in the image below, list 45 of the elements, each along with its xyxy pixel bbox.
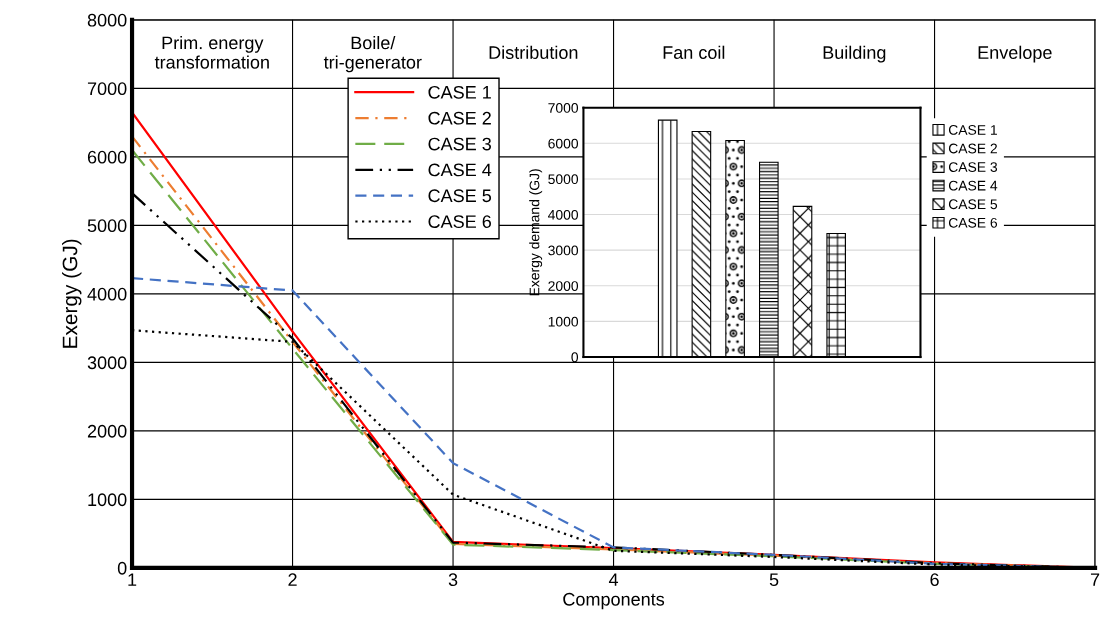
legend-label: CASE 3 — [428, 137, 491, 151]
y-tick-label: 6000 — [548, 138, 579, 149]
y-tick-label: 0 — [117, 561, 127, 575]
x-tick-label: 4 — [608, 573, 619, 586]
annotation: Distribution — [489, 45, 578, 59]
y-axis-title: Exergy (GJ) — [62, 239, 82, 348]
y-tick-label: 7000 — [87, 82, 127, 96]
y-tick-label: 5000 — [548, 174, 579, 185]
x-tick-label: 5 — [769, 573, 779, 587]
legend-label: CASE 5 — [948, 199, 998, 210]
x-axis-title: Components — [563, 592, 665, 610]
annotation: Fan coil — [663, 45, 725, 59]
y-tick-label: 2000 — [548, 281, 579, 291]
y-tick-label: 8000 — [87, 13, 127, 27]
x-tick-label: 2 — [288, 573, 297, 586]
annotation: Prim. energy transformation — [154, 35, 269, 69]
y-tick-label: 3000 — [548, 245, 579, 256]
x-tick-label: 6 — [930, 573, 939, 587]
y-tick-label: 0 — [571, 352, 579, 363]
legend-label: CASE 6 — [428, 215, 491, 228]
y-tick-label: 6000 — [87, 150, 127, 164]
legend-label: CASE 1 — [428, 85, 491, 99]
annotation: Boile/ tri-generator — [323, 35, 422, 73]
annotation: Envelope — [978, 45, 1052, 63]
y-tick-label: 4000 — [548, 209, 579, 220]
y-tick-label: 2000 — [87, 424, 127, 438]
x-tick-label: 7 — [1090, 573, 1100, 586]
legend-label: CASE 4 — [948, 180, 998, 191]
y-tick-label: 5000 — [87, 219, 127, 233]
y-tick-label: 1000 — [548, 316, 579, 327]
legend-label: CASE 4 — [428, 163, 492, 177]
legend-label: CASE 2 — [948, 143, 997, 154]
y-axis-title: Exergy demand (GJ) — [529, 169, 543, 296]
x-tick-label: 1 — [128, 573, 137, 586]
legend-label: CASE 1 — [948, 124, 997, 135]
legend-label: CASE 2 — [428, 111, 491, 125]
y-tick-label: 3000 — [87, 356, 127, 370]
y-tick-label: 4000 — [87, 287, 127, 301]
y-tick-label: 7000 — [548, 103, 579, 113]
y-tick-label: 1000 — [88, 493, 127, 507]
x-tick-label: 3 — [448, 573, 458, 587]
legend-label: CASE 6 — [948, 217, 998, 228]
legend-label: CASE 5 — [428, 189, 492, 203]
annotation: Building — [823, 45, 886, 63]
legend-label: CASE 3 — [948, 162, 998, 172]
